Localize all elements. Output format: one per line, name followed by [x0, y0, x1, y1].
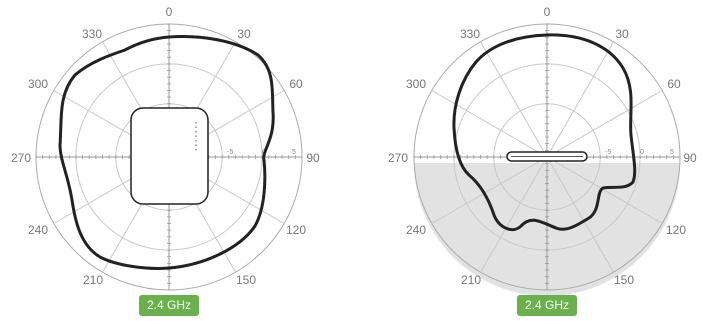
ring-label-minus5: -5	[227, 149, 233, 156]
angle-label-270: 270	[388, 151, 408, 165]
grid-spoke	[480, 41, 548, 158]
angle-label-120: 120	[286, 223, 306, 237]
ring-labels-left: -5 0 5	[227, 149, 296, 156]
ring-label-5: 5	[292, 149, 296, 156]
access-point-top-view-icon	[130, 107, 209, 205]
polar-plot-left: 0 30 60 90 120 150 210 240 270 300 330 -…	[11, 5, 320, 316]
angle-label-330: 330	[460, 27, 480, 41]
radiation-pattern-left	[58, 35, 275, 270]
angle-label-30: 30	[237, 27, 251, 41]
grid-spoke	[546, 90, 663, 158]
angle-label-240: 240	[28, 223, 48, 237]
grid-spoke	[431, 90, 548, 158]
angle-label-60: 60	[289, 77, 303, 91]
angle-label-300: 300	[406, 77, 426, 91]
angle-label-30: 30	[615, 27, 629, 41]
grid-spoke	[480, 156, 548, 273]
angle-label-150: 150	[236, 273, 256, 287]
angle-label-60: 60	[667, 77, 681, 91]
angle-label-240: 240	[406, 223, 426, 237]
access-point-side-view-icon	[506, 151, 588, 162]
angle-label-210: 210	[461, 273, 481, 287]
polar-chart-right: 0 30 60 90 120 150 210 240 270 300 330 -…	[388, 5, 697, 296]
angle-label-300: 300	[28, 77, 48, 91]
angle-labels-left: 0 30 60 90 120 150 210 240 270 300 330	[11, 5, 320, 287]
angle-label-0: 0	[544, 5, 551, 19]
angle-labels-right: 0 30 60 90 120 150 210 240 270 300 330	[388, 5, 697, 287]
angle-label-330: 330	[82, 27, 102, 41]
ring-label-5: 5	[670, 149, 674, 156]
angle-label-90: 90	[683, 151, 697, 165]
angle-label-150: 150	[614, 273, 634, 287]
angle-label-0: 0	[166, 5, 173, 19]
grid-spoke	[431, 156, 548, 224]
ring-labels-right: -5 0 5	[605, 149, 674, 156]
band-badge-right: 2.4 GHz	[517, 295, 578, 316]
polar-plot-right: 0 30 60 90 120 150 210 240 270 300 330 -…	[351, 0, 702, 321]
grid-spoke	[546, 156, 614, 273]
angle-label-120: 120	[666, 223, 686, 237]
band-badge-left: 2.4 GHz	[139, 295, 200, 316]
radiation-pattern-right	[452, 33, 637, 231]
ring-label-minus5: -5	[605, 149, 611, 156]
angle-label-210: 210	[83, 273, 103, 287]
ring-label-0: 0	[640, 149, 644, 156]
grid-spoke	[546, 41, 614, 158]
grid-spoke	[546, 156, 663, 224]
angle-label-270: 270	[11, 151, 31, 165]
polar-chart-left: 0 30 60 90 120 150 210 240 270 300 330 -…	[11, 5, 320, 291]
angle-label-90: 90	[306, 151, 320, 165]
